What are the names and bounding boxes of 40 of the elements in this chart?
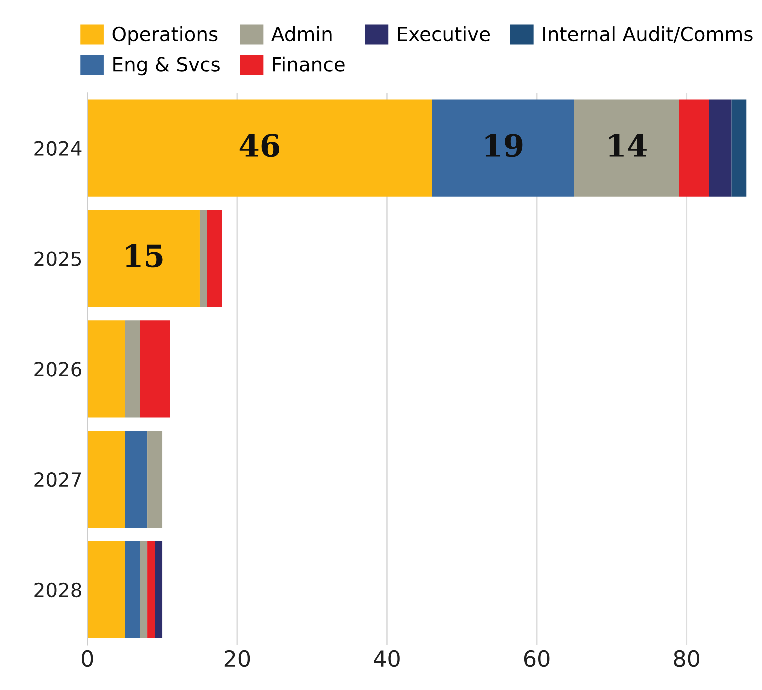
x-tick-label: 0 bbox=[82, 650, 94, 668]
bar bbox=[709, 100, 732, 197]
legend-label: Eng & Svcs bbox=[114, 57, 220, 76]
y-tick-label: 2025 bbox=[34, 252, 82, 266]
bar bbox=[679, 100, 710, 197]
bar bbox=[432, 100, 574, 197]
y-tick-label: 2027 bbox=[34, 472, 82, 488]
bar bbox=[88, 100, 432, 197]
legend-label: Admin bbox=[272, 26, 332, 42]
bar bbox=[125, 320, 140, 418]
x-tick-label: 80 bbox=[674, 650, 700, 668]
legend-label: Executive bbox=[398, 26, 490, 42]
bar bbox=[88, 430, 126, 528]
bar bbox=[88, 320, 126, 418]
bar bbox=[155, 541, 163, 639]
x-tick-label: 20 bbox=[224, 650, 250, 668]
y-tick-label: 2026 bbox=[34, 362, 82, 377]
data-label: 14 bbox=[609, 134, 647, 157]
y-tick-label: 2028 bbox=[34, 582, 82, 598]
bar bbox=[88, 541, 126, 639]
bar bbox=[140, 320, 170, 418]
legend-label: Operations bbox=[112, 26, 218, 46]
data-label: 15 bbox=[126, 244, 163, 268]
x-tick-label: 60 bbox=[524, 650, 550, 668]
bar bbox=[148, 430, 163, 528]
data-label: 19 bbox=[486, 134, 523, 158]
x-tick-label: 40 bbox=[374, 650, 400, 668]
bar bbox=[732, 100, 747, 197]
legend-label: Finance bbox=[273, 56, 345, 72]
bar bbox=[140, 541, 148, 639]
legend-label: Internal Audit/Comms bbox=[544, 26, 753, 44]
data-label: 46 bbox=[240, 134, 280, 158]
bar bbox=[207, 210, 222, 308]
bar bbox=[88, 210, 200, 308]
bar bbox=[574, 100, 680, 197]
bar bbox=[200, 210, 208, 308]
bar bbox=[148, 541, 156, 639]
y-tick-label: 2024 bbox=[34, 141, 82, 156]
bar bbox=[125, 541, 140, 639]
bar bbox=[125, 430, 148, 528]
